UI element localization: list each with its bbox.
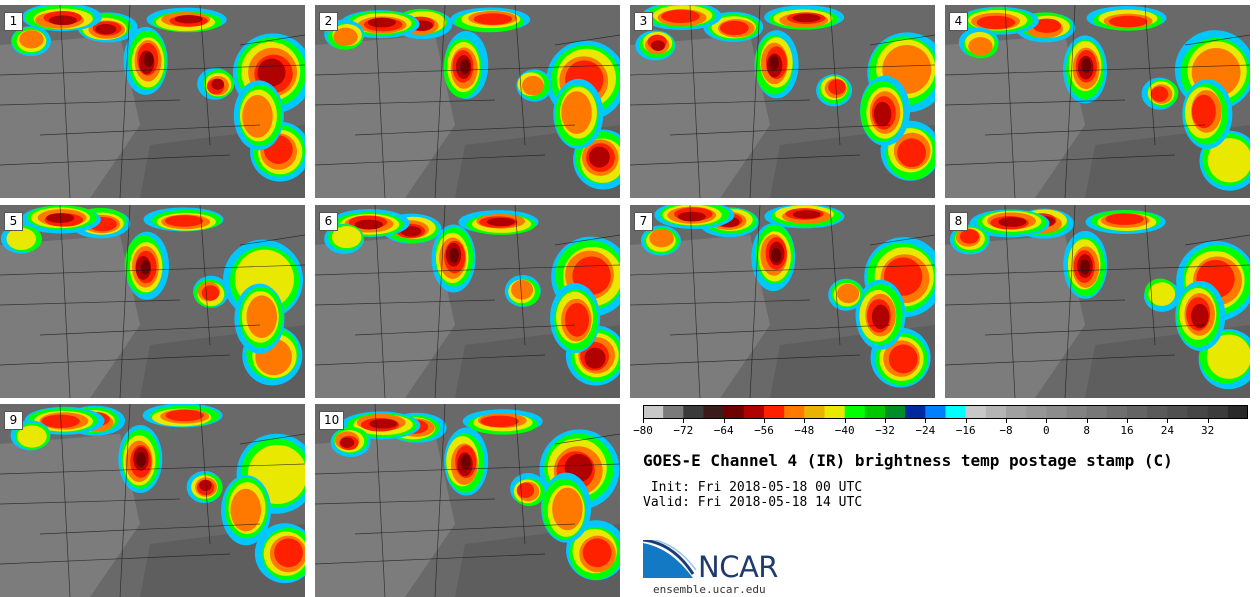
- colorbar-tick: [764, 419, 765, 423]
- colorbar-segment: [723, 405, 745, 419]
- colorbar-tick-label: −80: [633, 424, 653, 437]
- colorbar-segment: [1046, 405, 1067, 419]
- colorbar-segment: [1207, 405, 1229, 419]
- colorbar-segment: [784, 405, 805, 419]
- member-number-label: 2: [319, 12, 338, 31]
- brightness-temp-map: [315, 205, 620, 398]
- colorbar-segment: [1127, 405, 1148, 419]
- valid-time: Valid: Fri 2018-05-18 14 UTC: [643, 495, 863, 510]
- postage-stamp-panel: 9: [0, 404, 305, 597]
- colorbar-tick-label: 32: [1201, 424, 1215, 437]
- colorbar-tick: [1167, 419, 1169, 423]
- brightness-temp-map: [630, 5, 935, 198]
- colorbar-segment: [1187, 405, 1209, 419]
- brightness-temp-map: [0, 404, 305, 597]
- colorbar-segment: [804, 405, 825, 419]
- colorbar-tick-label: −40: [834, 424, 855, 437]
- postage-stamp-panel: 4: [945, 5, 1250, 198]
- colorbar-tick-label: 8: [1083, 424, 1090, 437]
- brightness-temp-map: [0, 5, 305, 198]
- colorbar-segment: [1026, 405, 1047, 419]
- colorbar-tick: [844, 419, 846, 423]
- brightness-temp-map: [315, 5, 620, 198]
- ncar-logo-text: NCAR: [698, 550, 778, 584]
- member-number-label: 10: [319, 411, 345, 430]
- colorbar-segment: [885, 405, 906, 419]
- member-number-label: 5: [4, 212, 23, 231]
- colorbar-tick: [885, 419, 886, 423]
- colorbar-tick-label: −32: [875, 424, 895, 437]
- chart-title: GOES-E Channel 4 (IR) brightness temp po…: [643, 451, 1173, 470]
- colorbar-tick-label: 0: [1043, 424, 1050, 437]
- postage-stamp-panel: 7: [630, 205, 935, 398]
- colorbar-tick: [683, 419, 685, 423]
- member-number-label: 9: [4, 411, 23, 430]
- colorbar-segment: [743, 405, 765, 419]
- colorbar-segment: [985, 405, 1007, 419]
- colorbar-segment: [703, 405, 725, 419]
- colorbar-tick-label: 24: [1160, 424, 1174, 437]
- colorbar-tick: [965, 419, 967, 423]
- colorbar: [643, 405, 1248, 419]
- website-url: ensemble.ucar.edu: [653, 583, 766, 596]
- colorbar-segment: [905, 405, 926, 419]
- colorbar-segment: [1086, 405, 1108, 419]
- colorbar-segment: [864, 405, 886, 419]
- colorbar-segment: [945, 405, 967, 419]
- colorbar-tick: [723, 419, 725, 423]
- postage-stamp-panel: 2: [315, 5, 620, 198]
- colorbar-segment: [824, 405, 846, 419]
- brightness-temp-map: [945, 205, 1250, 398]
- colorbar-tick-label: 16: [1120, 424, 1134, 437]
- member-number-label: 8: [949, 212, 968, 231]
- member-number-label: 1: [4, 12, 23, 31]
- colorbar-segment: [925, 405, 946, 419]
- colorbar-segment: [1006, 405, 1027, 419]
- colorbar-segment: [643, 405, 664, 419]
- postage-stamp-panel: 8: [945, 205, 1250, 398]
- postage-stamp-panel: 3: [630, 5, 935, 198]
- colorbar-tick: [1046, 419, 1048, 423]
- colorbar-tick: [1006, 419, 1007, 423]
- postage-stamp-panel: 5: [0, 205, 305, 398]
- colorbar-tick-label: −48: [794, 424, 815, 437]
- colorbar-segment: [663, 405, 684, 419]
- colorbar-tick: [1207, 419, 1209, 423]
- brightness-temp-map: [945, 5, 1250, 198]
- colorbar-tick-label: −8: [999, 424, 1013, 437]
- colorbar-tick: [804, 419, 806, 423]
- init-time: Init: Fri 2018-05-18 00 UTC: [643, 480, 863, 495]
- colorbar-segment: [1167, 405, 1188, 419]
- colorbar-segment: [683, 405, 704, 419]
- colorbar-tick: [643, 419, 644, 423]
- colorbar-tick-label: −64: [713, 424, 734, 437]
- colorbar-segment: [1066, 405, 1088, 419]
- postage-stamp-panel: 1: [0, 5, 305, 198]
- member-number-label: 6: [319, 212, 338, 231]
- colorbar-segment: [965, 405, 987, 419]
- postage-stamp-panel: 6: [315, 205, 620, 398]
- brightness-temp-map: [630, 205, 935, 398]
- member-number-label: 4: [949, 12, 968, 31]
- colorbar-tick: [1127, 419, 1128, 423]
- colorbar-tick-label: −72: [673, 424, 694, 437]
- colorbar-tick-label: −24: [915, 424, 936, 437]
- ncar-logo: [643, 540, 697, 578]
- colorbar-segment: [844, 405, 866, 419]
- brightness-temp-map: [0, 205, 305, 398]
- colorbar-tick-label: −16: [955, 424, 976, 437]
- brightness-temp-map: [315, 404, 620, 597]
- postage-stamp-panel: 10: [315, 404, 620, 597]
- colorbar-tick: [925, 419, 927, 423]
- colorbar-segment: [1147, 405, 1168, 419]
- colorbar-segment: [1106, 405, 1128, 419]
- member-number-label: 7: [634, 212, 653, 231]
- colorbar-segment: [1227, 405, 1248, 419]
- colorbar-segment: [764, 405, 785, 419]
- colorbar-tick: [1086, 419, 1088, 423]
- colorbar-tick-label: −56: [754, 424, 774, 437]
- member-number-label: 3: [634, 12, 653, 31]
